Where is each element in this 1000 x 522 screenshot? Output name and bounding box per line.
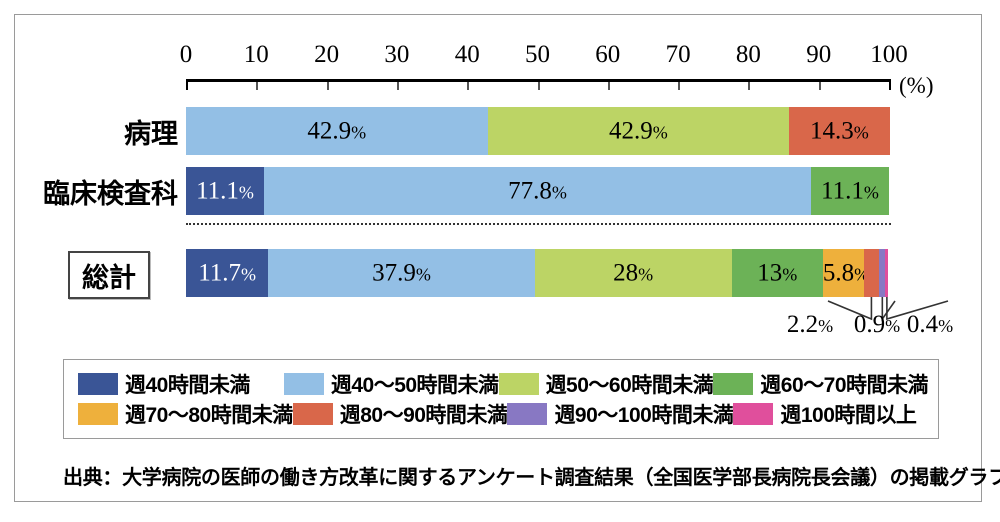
segment-value-label: 42.9% — [608, 117, 668, 145]
legend-item[interactable]: 週80〜90時間未満 — [292, 399, 508, 429]
bar-row: 臨床検査科 11.1% 77.8% 11.1% — [15, 167, 981, 215]
legend-item[interactable]: 週40〜50時間未満 — [283, 369, 499, 399]
chart-legend: 週40時間未満 週40〜50時間未満 週50〜60時間未満 週60〜70時間未満 週70… — [63, 359, 939, 439]
stacked-bar: 11.1% 77.8% 11.1% — [186, 167, 889, 215]
axis-tick-label-100: 100 — [870, 41, 908, 68]
legend-swatch-icon — [78, 373, 118, 395]
source-note: 出典：大学病院の医師の働き方改革に関するアンケート調査結果（全国医学部長病院長会… — [63, 467, 1000, 489]
callout-value-label: 0.9% — [853, 311, 901, 338]
segment-value-label: 28% — [613, 259, 654, 287]
stacked-bar: 42.9% 42.9% 14.3% — [186, 107, 890, 155]
axis-minor-tick — [748, 82, 751, 90]
legend-label: 週90〜100時間未満 — [554, 404, 734, 427]
segment-value-label: 77.8% — [508, 177, 567, 205]
axis-tick-label-60: 60 — [595, 41, 621, 68]
legend-item[interactable]: 週40時間未満 — [78, 369, 284, 399]
legend-label: 週60〜70時間未満 — [760, 374, 928, 397]
bar-segment[interactable]: 11.7% — [186, 249, 269, 297]
axis-tick-label-10: 10 — [243, 41, 269, 68]
legend-swatch-icon — [292, 403, 333, 425]
segment-value-label: 11.1% — [821, 177, 879, 205]
axis-tick-labels: 0 10 20 30 40 50 60 70 80 90 100 — [15, 41, 981, 71]
axis-minor-tick — [678, 82, 681, 90]
segment-value-label: 11.7% — [198, 259, 257, 287]
axis-end-cap — [889, 79, 891, 90]
segment-value-label: 13% — [757, 259, 798, 287]
legend-label: 週100時間以上 — [780, 404, 917, 427]
legend-swatch-icon — [507, 403, 548, 425]
legend-swatch-icon — [713, 373, 754, 395]
legend-item[interactable]: 週50〜60時間未満 — [498, 369, 714, 399]
axis-minor-tick — [818, 82, 821, 90]
callout-value-label: 0.4% — [906, 311, 954, 338]
legend-row: 週40時間未満 週40〜50時間未満 週50〜60時間未満 週60〜70時間未満 — [78, 369, 928, 399]
legend-swatch-icon — [733, 403, 774, 425]
bar-segment[interactable]: 42.9% — [487, 107, 790, 155]
bar-segment[interactable]: 11.1% — [186, 167, 265, 215]
bar-segment[interactable]: 13% — [731, 249, 823, 297]
segment-value-label: 42.9% — [307, 117, 367, 145]
bar-segment[interactable] — [863, 249, 880, 297]
bar-segment[interactable] — [879, 249, 886, 297]
bar-row: 総計 11.7% 37.9% 28% 13% 5.8% — [15, 249, 981, 299]
legend-swatch-icon — [498, 373, 539, 395]
bar-segment[interactable] — [885, 249, 889, 297]
legend-item[interactable]: 週100時間以上 — [733, 399, 928, 429]
legend-label: 週50〜60時間未満 — [545, 374, 714, 397]
legend-label: 週40時間未満 — [125, 374, 250, 397]
row-label-3: 総計 — [68, 251, 150, 299]
segment-value-label: 5.8% — [822, 259, 870, 287]
bar-segment[interactable]: 14.3% — [789, 107, 890, 155]
axis-tick-label-50: 50 — [525, 41, 550, 68]
axis-minor-tick — [537, 82, 540, 90]
legend-label: 週40〜50時間未満 — [330, 374, 499, 397]
bar-segment[interactable]: 5.8% — [822, 249, 870, 297]
legend-item[interactable]: 週90〜100時間未満 — [507, 399, 734, 429]
axis-unit-label: (%) — [899, 73, 934, 98]
axis-minor-tick — [467, 82, 470, 90]
axis-tick-label-70: 70 — [665, 41, 691, 68]
axis-tick-label-90: 90 — [806, 41, 832, 68]
axis-tick-label-40: 40 — [454, 41, 480, 68]
bar-segment[interactable]: 28% — [534, 249, 732, 297]
legend-label: 週80〜90時間未満 — [339, 404, 508, 427]
axis-minor-tick — [326, 82, 329, 90]
row-label-1: 病理 — [124, 118, 178, 149]
axis-tick-label-20: 20 — [314, 41, 340, 68]
segment-value-label: 37.9% — [372, 259, 431, 287]
stacked-bar: 11.7% 37.9% 28% 13% 5.8% — [186, 249, 889, 297]
axis-line — [186, 79, 891, 82]
legend-row: 週70〜80時間未満 週80〜90時間未満 週90〜100時間未満 週100時間以上 — [78, 399, 928, 429]
chart-frame: 0 10 20 30 40 50 60 70 80 90 100 (%) 病理 42.9% 42.9% 1… — [14, 14, 1000, 502]
legend-swatch-icon — [283, 373, 324, 395]
bar-segment[interactable]: 37.9% — [268, 249, 535, 297]
segment-value-label: 11.1% — [196, 177, 254, 205]
row-group-divider — [186, 223, 891, 225]
bar-row: 病理 42.9% 42.9% 14.3% — [15, 107, 981, 155]
legend-item[interactable]: 週70〜80時間未満 — [78, 399, 293, 429]
axis-tick-label-0: 0 — [179, 41, 193, 68]
axis-end-cap — [186, 79, 188, 90]
row-label-2: 臨床検査科 — [43, 178, 178, 209]
bar-segment[interactable]: 42.9% — [186, 107, 488, 155]
axis-minor-tick — [396, 82, 399, 90]
axis-minor-tick — [256, 82, 259, 90]
bar-segment[interactable]: 77.8% — [264, 167, 811, 215]
axis-tick-label-80: 80 — [735, 41, 761, 68]
axis-tick-label-30: 30 — [384, 41, 410, 68]
callout-value-label: 2.2% — [786, 311, 834, 338]
axis-minor-tick — [607, 82, 610, 90]
legend-label: 週70〜80時間未満 — [125, 404, 293, 427]
legend-item[interactable]: 週60〜70時間未満 — [713, 369, 928, 399]
legend-swatch-icon — [78, 403, 118, 425]
bar-segment[interactable]: 11.1% — [810, 167, 889, 215]
segment-value-label: 14.3% — [810, 117, 869, 145]
